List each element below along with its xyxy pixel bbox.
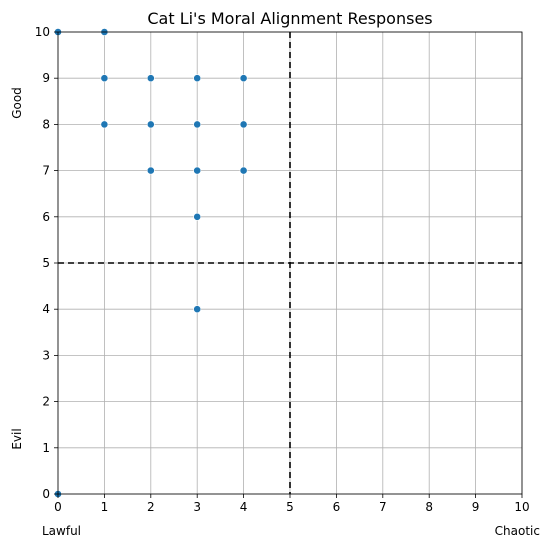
data-point <box>239 120 248 129</box>
x-axis-low-label: Lawful <box>42 524 81 538</box>
x-tick-label: 7 <box>379 500 387 514</box>
data-points <box>54 28 248 498</box>
data-point <box>239 166 248 175</box>
axis-ticks: 0 1 2 3 4 5 6 7 8 9 10 0 1 2 3 4 5 6 7 8 9 10 <box>35 25 530 514</box>
x-tick-label: 8 <box>425 500 433 514</box>
x-tick-label: 6 <box>333 500 341 514</box>
x-tick-label: 4 <box>240 500 248 514</box>
x-axis-high-label: Chaotic <box>495 524 540 538</box>
y-tick-label: 10 <box>35 25 50 39</box>
y-tick-label: 2 <box>42 395 50 409</box>
x-tick-label: 5 <box>286 500 294 514</box>
y-tick-label: 0 <box>42 487 50 501</box>
y-tick-label: 4 <box>42 302 50 316</box>
x-tick-label: 10 <box>514 500 529 514</box>
data-point <box>100 120 109 129</box>
y-tick-label: 1 <box>42 441 50 455</box>
chart-title: Cat Li's Moral Alignment Responses <box>147 9 432 28</box>
data-point <box>193 120 202 129</box>
x-tick-label: 9 <box>472 500 480 514</box>
y-axis-low-label: Evil <box>10 428 24 449</box>
data-point <box>100 74 109 83</box>
data-point <box>193 305 202 314</box>
y-axis-high-label: Good <box>10 87 24 119</box>
y-tick-label: 3 <box>42 348 50 362</box>
data-point <box>146 166 155 175</box>
x-tick-label: 0 <box>54 500 62 514</box>
x-tick-label: 2 <box>147 500 155 514</box>
data-point <box>193 74 202 83</box>
y-tick-label: 5 <box>42 256 50 270</box>
y-tick-label: 8 <box>42 117 50 131</box>
data-point <box>146 120 155 129</box>
x-tick-label: 3 <box>193 500 201 514</box>
y-tick-label: 9 <box>42 71 50 85</box>
reference-lines <box>58 32 522 494</box>
y-tick-label: 6 <box>42 210 50 224</box>
data-point <box>146 74 155 83</box>
data-point <box>193 166 202 175</box>
data-point <box>193 212 202 221</box>
x-tick-label: 1 <box>101 500 109 514</box>
y-tick-label: 7 <box>42 164 50 178</box>
data-point <box>239 74 248 83</box>
